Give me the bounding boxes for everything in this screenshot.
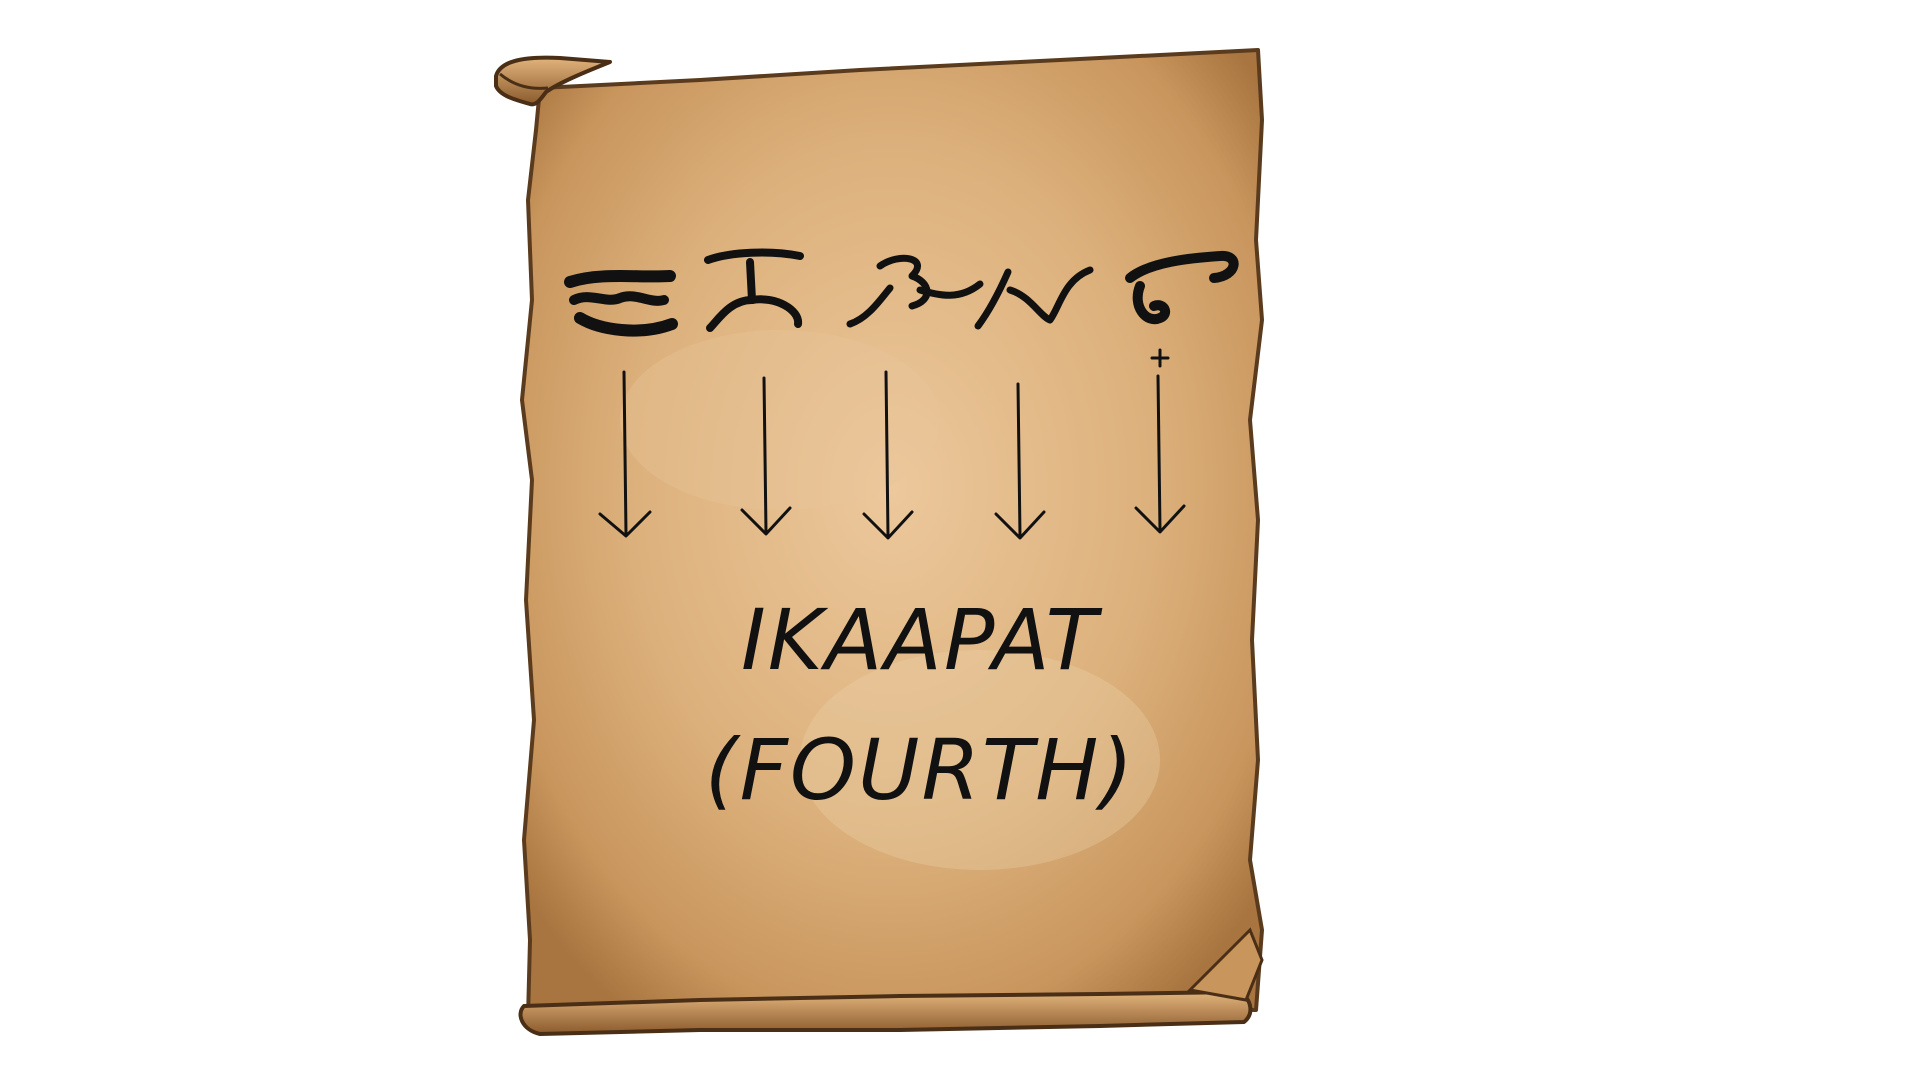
- arrow-3-icon: [862, 370, 914, 540]
- arrow-5-icon: [1134, 374, 1186, 534]
- glyph-pa-icon: [974, 266, 1094, 330]
- glyph-i-icon: [564, 270, 678, 337]
- arrow-4-icon: [994, 382, 1046, 540]
- word-ikaapat: IKAAPAT: [741, 591, 1099, 689]
- parchment-top-curl: [494, 55, 612, 107]
- word-translation: (FOURTH): [704, 721, 1136, 819]
- glyph-a-icon: [846, 254, 984, 328]
- arrow-row: [598, 370, 1186, 540]
- arrow-2-icon: [740, 376, 792, 536]
- script-glyph-row: [564, 248, 1239, 368]
- arrow-1-icon: [598, 370, 652, 538]
- glyph-ta-virama-icon: [1125, 250, 1239, 368]
- glyph-ka-icon: [704, 248, 804, 332]
- parchment-body: [520, 48, 1264, 1024]
